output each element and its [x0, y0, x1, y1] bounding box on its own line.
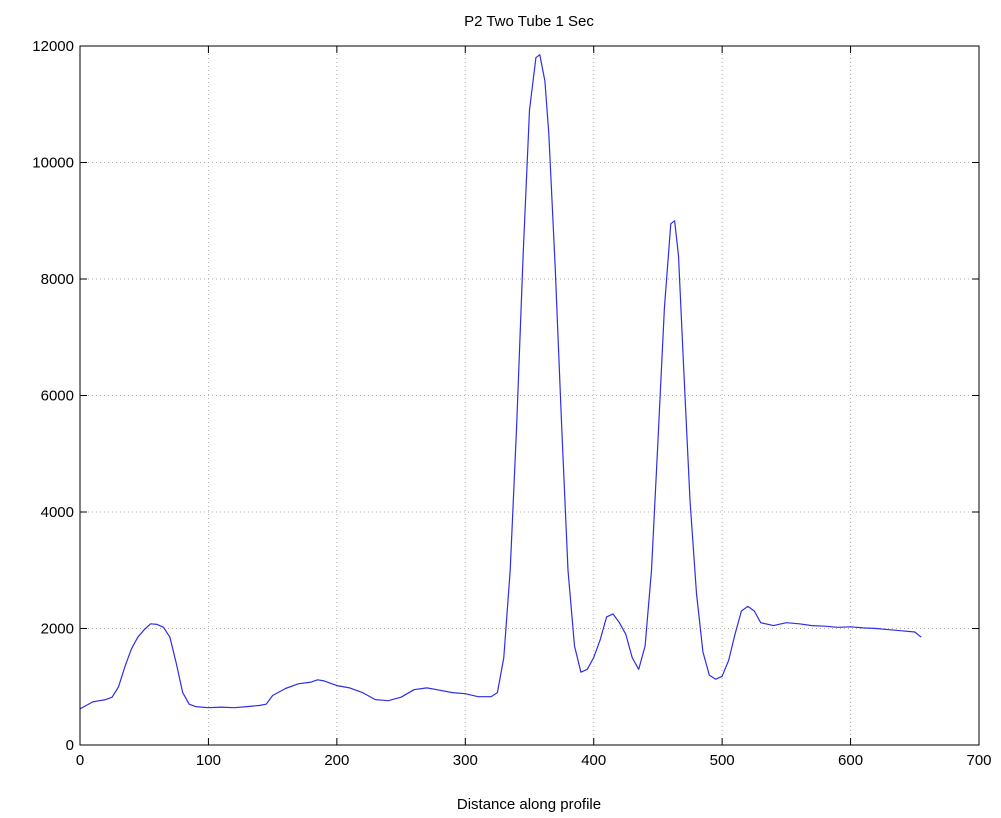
- x-tick-label: 600: [838, 752, 863, 769]
- x-tick-label: 0: [76, 752, 84, 769]
- series-line-1: [79, 54, 922, 710]
- y-tick-label: 8000: [41, 271, 74, 288]
- x-tick-label: 100: [196, 752, 221, 769]
- y-tick-label: 6000: [41, 388, 74, 405]
- x-tick-label: 300: [453, 752, 478, 769]
- y-tick-label: 12000: [32, 38, 74, 55]
- series-layer: [79, 54, 922, 710]
- y-tick-label: 10000: [32, 155, 74, 172]
- y-tick-label: 2000: [41, 621, 74, 638]
- chart-title: P2 Two Tube 1 Sec: [464, 13, 594, 30]
- x-tick-labels: 0 100 200 300 400 500 600 700: [76, 752, 992, 769]
- x-tick-label: 200: [324, 752, 349, 769]
- axis-ticks: [79, 45, 980, 746]
- y-tick-label: 0: [66, 737, 74, 754]
- x-axis-title: Distance along profile: [457, 796, 601, 813]
- y-tick-labels: 0 2000 4000 6000 8000 10000 12000: [32, 38, 74, 754]
- x-tick-label: 500: [710, 752, 735, 769]
- plot-area-background: [80, 46, 979, 745]
- x-tick-label: 400: [581, 752, 606, 769]
- grid-lines: [80, 46, 979, 745]
- y-tick-label: 4000: [41, 504, 74, 521]
- x-tick-label: 700: [966, 752, 991, 769]
